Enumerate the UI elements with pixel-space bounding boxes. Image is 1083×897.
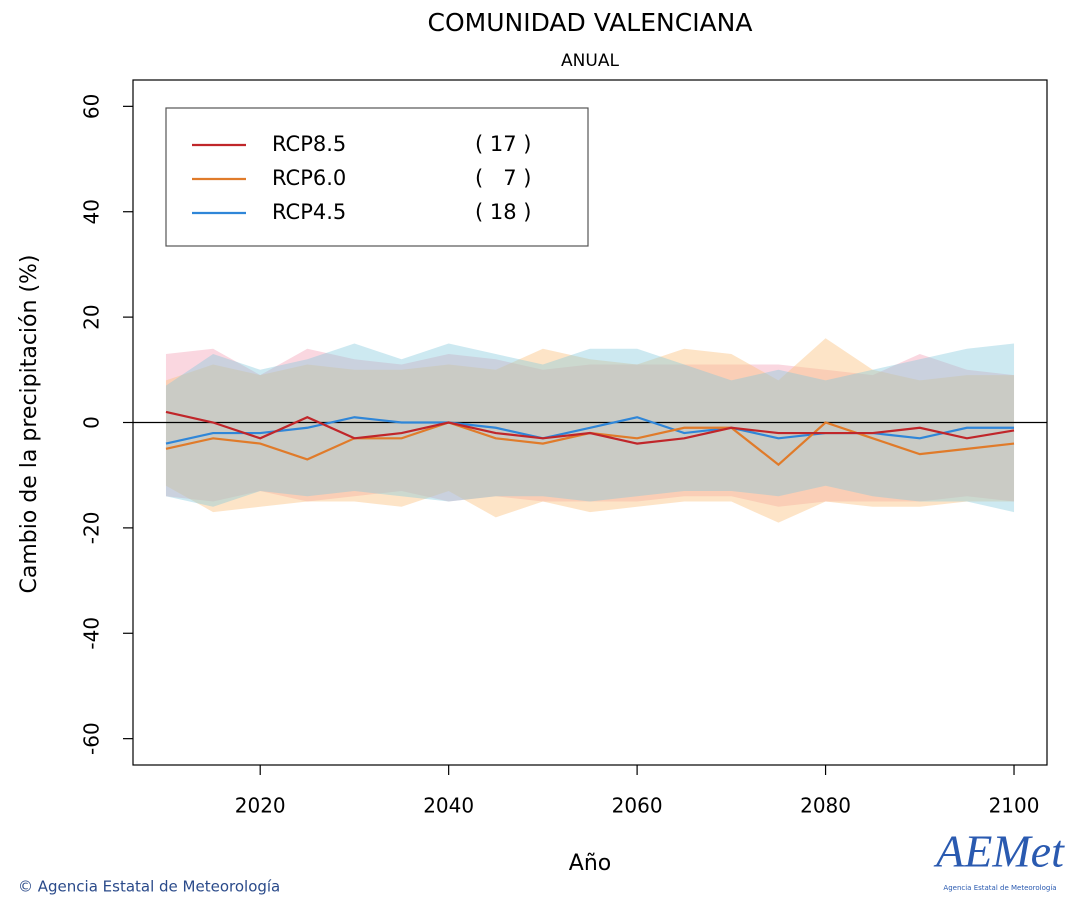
x-axis-label: Año [569, 851, 611, 876]
chart-title: COMUNIDAD VALENCIANA [428, 8, 753, 37]
y-tick-label: -20 [80, 512, 104, 545]
credit: © Agencia Estatal de Meteorología [18, 878, 280, 896]
y-tick-label: 60 [80, 94, 104, 119]
x-tick-label: 2100 [989, 794, 1040, 818]
legend-box [165, 107, 589, 247]
legend-label: RCP6.0 [272, 166, 346, 190]
band [165, 338, 1015, 523]
chart-subtitle: ANUAL [561, 51, 619, 71]
y-tick-label: 20 [80, 304, 104, 329]
y-tick-label: -40 [80, 617, 104, 650]
y-tick-label: 0 [80, 416, 104, 429]
line [165, 410, 1015, 445]
y-tick-label: -60 [80, 722, 104, 755]
x-tick-label: 2080 [800, 794, 851, 818]
legend-count: ( 7 ) [475, 166, 531, 190]
legend-label: RCP8.5 [272, 132, 346, 156]
logo-subtitle: Agencia Estatal de Meteorología [943, 884, 1056, 892]
x-tick-label: 2060 [612, 794, 663, 818]
x-tick-label: 2040 [423, 794, 474, 818]
x-tick-label: 2020 [235, 794, 286, 818]
legend-count: ( 17 ) [475, 132, 531, 156]
legend-count: ( 18 ) [475, 200, 531, 224]
y-axis-label: Cambio de la precipitación (%) [17, 254, 42, 593]
y-tick-label: 40 [80, 199, 104, 224]
logo: AEMet [933, 826, 1065, 877]
legend-label: RCP4.5 [272, 200, 346, 224]
